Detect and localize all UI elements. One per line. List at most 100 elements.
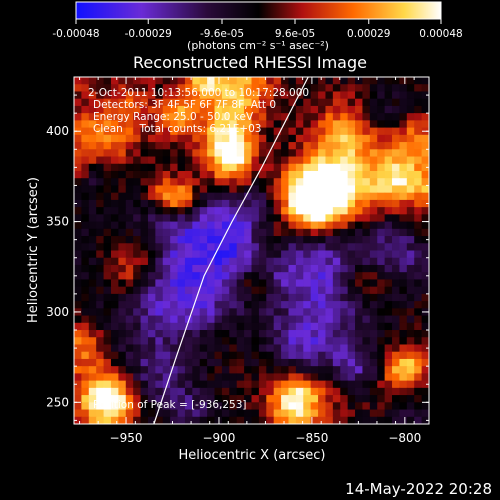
heatmap-cell (199, 91, 208, 100)
heatmap-cell (103, 315, 112, 324)
heatmap-cell (184, 113, 193, 121)
heatmap-cell (310, 358, 319, 367)
heatmap-cell (110, 178, 119, 187)
heatmap-cell (110, 185, 119, 194)
heatmap-cell (199, 178, 208, 187)
heatmap-cell (347, 199, 356, 208)
heatmap-cell (392, 91, 401, 100)
heatmap-cell (147, 98, 156, 107)
heatmap-cell (155, 380, 164, 389)
heatmap-cell (81, 105, 90, 114)
heatmap-cell (184, 199, 193, 208)
heatmap-cell (155, 301, 164, 309)
heatmap-cell (110, 228, 119, 237)
heatmap-cell (310, 134, 319, 143)
heatmap-cell (332, 134, 341, 143)
heatmap-cell (177, 214, 186, 223)
heatmap-cell (244, 344, 253, 353)
heatmap-cell (332, 221, 341, 230)
heatmap-cell (273, 178, 282, 187)
heatmap-cell (133, 228, 142, 237)
heatmap-cell (125, 395, 134, 403)
heatmap-cell (295, 257, 304, 266)
heatmap-cell (236, 293, 245, 302)
heatmap-cell (184, 156, 193, 165)
heatmap-cell (355, 322, 364, 331)
heatmap-cell (236, 185, 245, 194)
heatmap-cell (199, 228, 208, 237)
heatmap-cell (140, 243, 149, 252)
heatmap-cell (192, 366, 201, 374)
heatmap-cell (347, 322, 356, 331)
heatmap-cell (303, 156, 312, 165)
heatmap-cell (125, 279, 134, 288)
heatmap-cell (377, 236, 386, 244)
heatmap-cell (288, 308, 297, 317)
heatmap-cell (310, 113, 319, 121)
heatmap-cell (325, 149, 334, 158)
heatmap-cell (229, 156, 238, 165)
heatmap-cell (96, 228, 105, 237)
heatmap-cell (125, 264, 134, 273)
heatmap-cell (192, 301, 201, 309)
heatmap-cell (155, 149, 164, 158)
heatmap-cell (399, 272, 408, 281)
heatmap-cell (192, 351, 201, 360)
heatmap-cell (392, 163, 401, 172)
heatmap-cell (347, 149, 356, 158)
heatmap-cell (362, 236, 371, 244)
heatmap-cell (310, 402, 319, 411)
heatmap-cell (118, 264, 127, 273)
heatmap-cell (133, 330, 142, 338)
heatmap-cell (414, 380, 423, 389)
heatmap-cell (170, 199, 179, 208)
heatmap-cell (281, 366, 290, 374)
heatmap-cell (355, 308, 364, 317)
heatmap-cell (406, 272, 415, 281)
heatmap-cell (421, 228, 429, 237)
heatmap-cell (332, 301, 341, 309)
heatmap-cell (377, 120, 386, 129)
heatmap-cell (177, 84, 186, 93)
heatmap-cell (229, 84, 238, 93)
heatmap-cell (414, 243, 423, 252)
heatmap-cell (118, 257, 127, 266)
heatmap-cell (332, 199, 341, 208)
heatmap-cell (377, 178, 386, 187)
heatmap-cell (214, 293, 223, 302)
heatmap-cell (332, 105, 341, 114)
heatmap-cell (103, 373, 112, 382)
heatmap-cell (110, 199, 119, 208)
heatmap-cell (199, 286, 208, 295)
heatmap-cell (392, 264, 401, 273)
heatmap-cell (258, 214, 267, 223)
heatmap-cell (199, 134, 208, 143)
heatmap-cell (281, 221, 290, 230)
heatmap-cell (170, 250, 179, 259)
heatmap-cell (377, 98, 386, 107)
heatmap-cell (133, 163, 142, 172)
heatmap-cell (377, 395, 386, 403)
heatmap-cell (140, 120, 149, 129)
heatmap-cell (318, 156, 327, 165)
heatmap-cell (207, 380, 216, 389)
heatmap-cell (303, 134, 312, 143)
heatmap-cell (273, 387, 282, 396)
heatmap-cell (125, 228, 134, 237)
heatmap-cell (325, 308, 334, 317)
heatmap-cell (177, 351, 186, 360)
heatmap-cell (110, 286, 119, 295)
heatmap-cell (103, 84, 112, 93)
heatmap-cell (88, 250, 97, 259)
heatmap-cell (399, 221, 408, 230)
heatmap-cell (81, 113, 90, 121)
heatmap-cell (110, 264, 119, 273)
heatmap-cell (214, 120, 223, 129)
heatmap-cell (251, 105, 260, 114)
heatmap-cell (184, 236, 193, 244)
heatmap-cell (96, 98, 105, 107)
heatmap-cell (251, 351, 260, 360)
heatmap-cell (399, 387, 408, 396)
heatmap-cell (355, 221, 364, 230)
heatmap-cell (125, 77, 134, 85)
